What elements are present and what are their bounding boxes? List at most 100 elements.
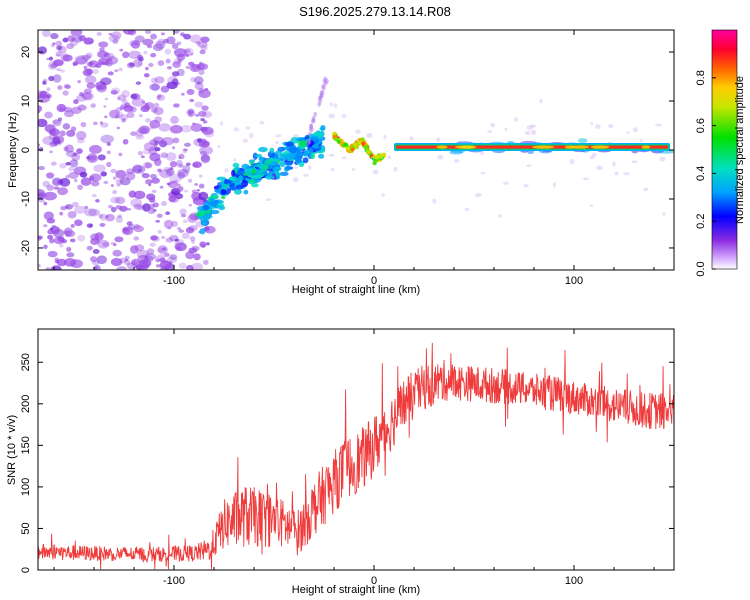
noise-blob <box>194 82 204 91</box>
faint-dot <box>217 144 221 149</box>
snr-xtick-label: 0 <box>371 575 377 587</box>
streak-blob <box>321 85 326 91</box>
chirp-blob <box>203 214 213 219</box>
noise-blob <box>59 163 67 169</box>
noise-blob <box>86 82 95 89</box>
noise-blob <box>97 154 106 161</box>
noise-blob <box>201 105 209 111</box>
noise-blob <box>86 245 93 251</box>
noise-blob <box>152 43 164 52</box>
noise-blob <box>64 258 77 267</box>
noise-blob <box>110 257 123 267</box>
noise-blob <box>100 134 114 144</box>
faint-dot <box>259 120 265 125</box>
noise-blob <box>106 142 112 147</box>
noise-blob <box>122 227 131 234</box>
noise-blob <box>190 262 204 270</box>
noise-blob <box>38 118 48 128</box>
chirp-blob <box>241 179 249 188</box>
noise-blob <box>94 63 102 68</box>
noise-blob <box>185 227 195 234</box>
noise-blob <box>200 36 210 43</box>
noise-blob <box>104 115 108 119</box>
noise-blob <box>169 167 174 170</box>
noise-blob <box>76 148 83 154</box>
noise-blob <box>108 204 113 209</box>
chirp-blob <box>238 175 244 182</box>
chirp-blob <box>284 161 293 166</box>
noise-blob <box>148 197 156 203</box>
noise-blob <box>176 226 182 231</box>
noise-blob <box>53 186 60 190</box>
chirp-blob <box>279 160 286 167</box>
spectrogram-ylabel: Frequency (Hz) <box>7 112 19 188</box>
noise-blob <box>59 177 71 187</box>
chirp-blob <box>308 148 314 153</box>
faint-dot <box>487 130 493 134</box>
noise-blob <box>115 215 123 224</box>
noise-blob <box>105 215 109 218</box>
noise-blob <box>176 159 183 166</box>
noise-blob <box>42 80 47 84</box>
noise-blob <box>188 61 195 66</box>
noise-blob <box>160 32 165 36</box>
noise-blob <box>54 257 59 261</box>
noise-blob <box>99 222 106 227</box>
faint-dot <box>591 152 597 158</box>
noise-blob <box>140 155 145 159</box>
noise-blob <box>86 68 93 75</box>
noise-blob <box>190 76 197 83</box>
noise-blob <box>90 256 98 263</box>
noise-blob <box>47 250 58 258</box>
noise-blob <box>174 179 179 184</box>
faint-dot <box>245 126 251 130</box>
faint-dot <box>372 169 379 175</box>
noise-blob <box>109 109 120 119</box>
noise-blob <box>67 210 77 219</box>
colorbar-gradient <box>711 29 738 270</box>
noise-blob <box>156 213 163 218</box>
noise-blob <box>41 30 51 38</box>
noise-blob <box>189 34 202 44</box>
faint-dot <box>292 177 299 183</box>
noise-blob <box>188 203 192 207</box>
noise-blob <box>140 105 150 113</box>
colorbar-tick-label: 0.8 <box>695 70 707 85</box>
noise-blob <box>165 58 171 64</box>
noise-blob <box>92 248 100 255</box>
noise-blob <box>85 52 93 59</box>
noise-blob <box>38 143 41 147</box>
noise-blob <box>74 205 87 214</box>
noise-blob <box>173 48 187 58</box>
snr-ytick-label: 100 <box>20 478 32 496</box>
noise-blob <box>80 177 92 186</box>
wobble-blob <box>360 137 365 142</box>
noise-blob <box>46 87 51 92</box>
noise-blob <box>66 246 72 252</box>
noise-blob <box>157 247 165 253</box>
noise-blob <box>201 126 214 135</box>
noise-blob <box>38 264 41 268</box>
noise-blob <box>183 189 189 193</box>
noise-blob <box>204 87 209 91</box>
faint-dot <box>590 122 594 125</box>
faint-dot <box>224 168 229 173</box>
noise-blob <box>64 84 72 89</box>
faint-dot <box>383 134 387 140</box>
snr-frame <box>37 328 675 571</box>
chirp-blob <box>299 139 307 147</box>
noise-blob <box>62 90 69 96</box>
wobble-blob <box>379 155 384 160</box>
noise-blob <box>200 45 208 51</box>
noise-blob <box>81 54 91 61</box>
chart-title: S196.2025.279.13.14.R08 <box>299 4 451 19</box>
carrier-hotspot <box>571 145 589 149</box>
noise-blob <box>49 56 53 61</box>
noise-blob <box>119 48 124 52</box>
noise-blob <box>117 94 127 101</box>
noise-blob <box>38 191 47 199</box>
noise-blob <box>175 246 182 251</box>
chirp-blob <box>286 152 295 160</box>
noise-blob <box>51 119 60 125</box>
chirp-blob <box>310 151 315 160</box>
